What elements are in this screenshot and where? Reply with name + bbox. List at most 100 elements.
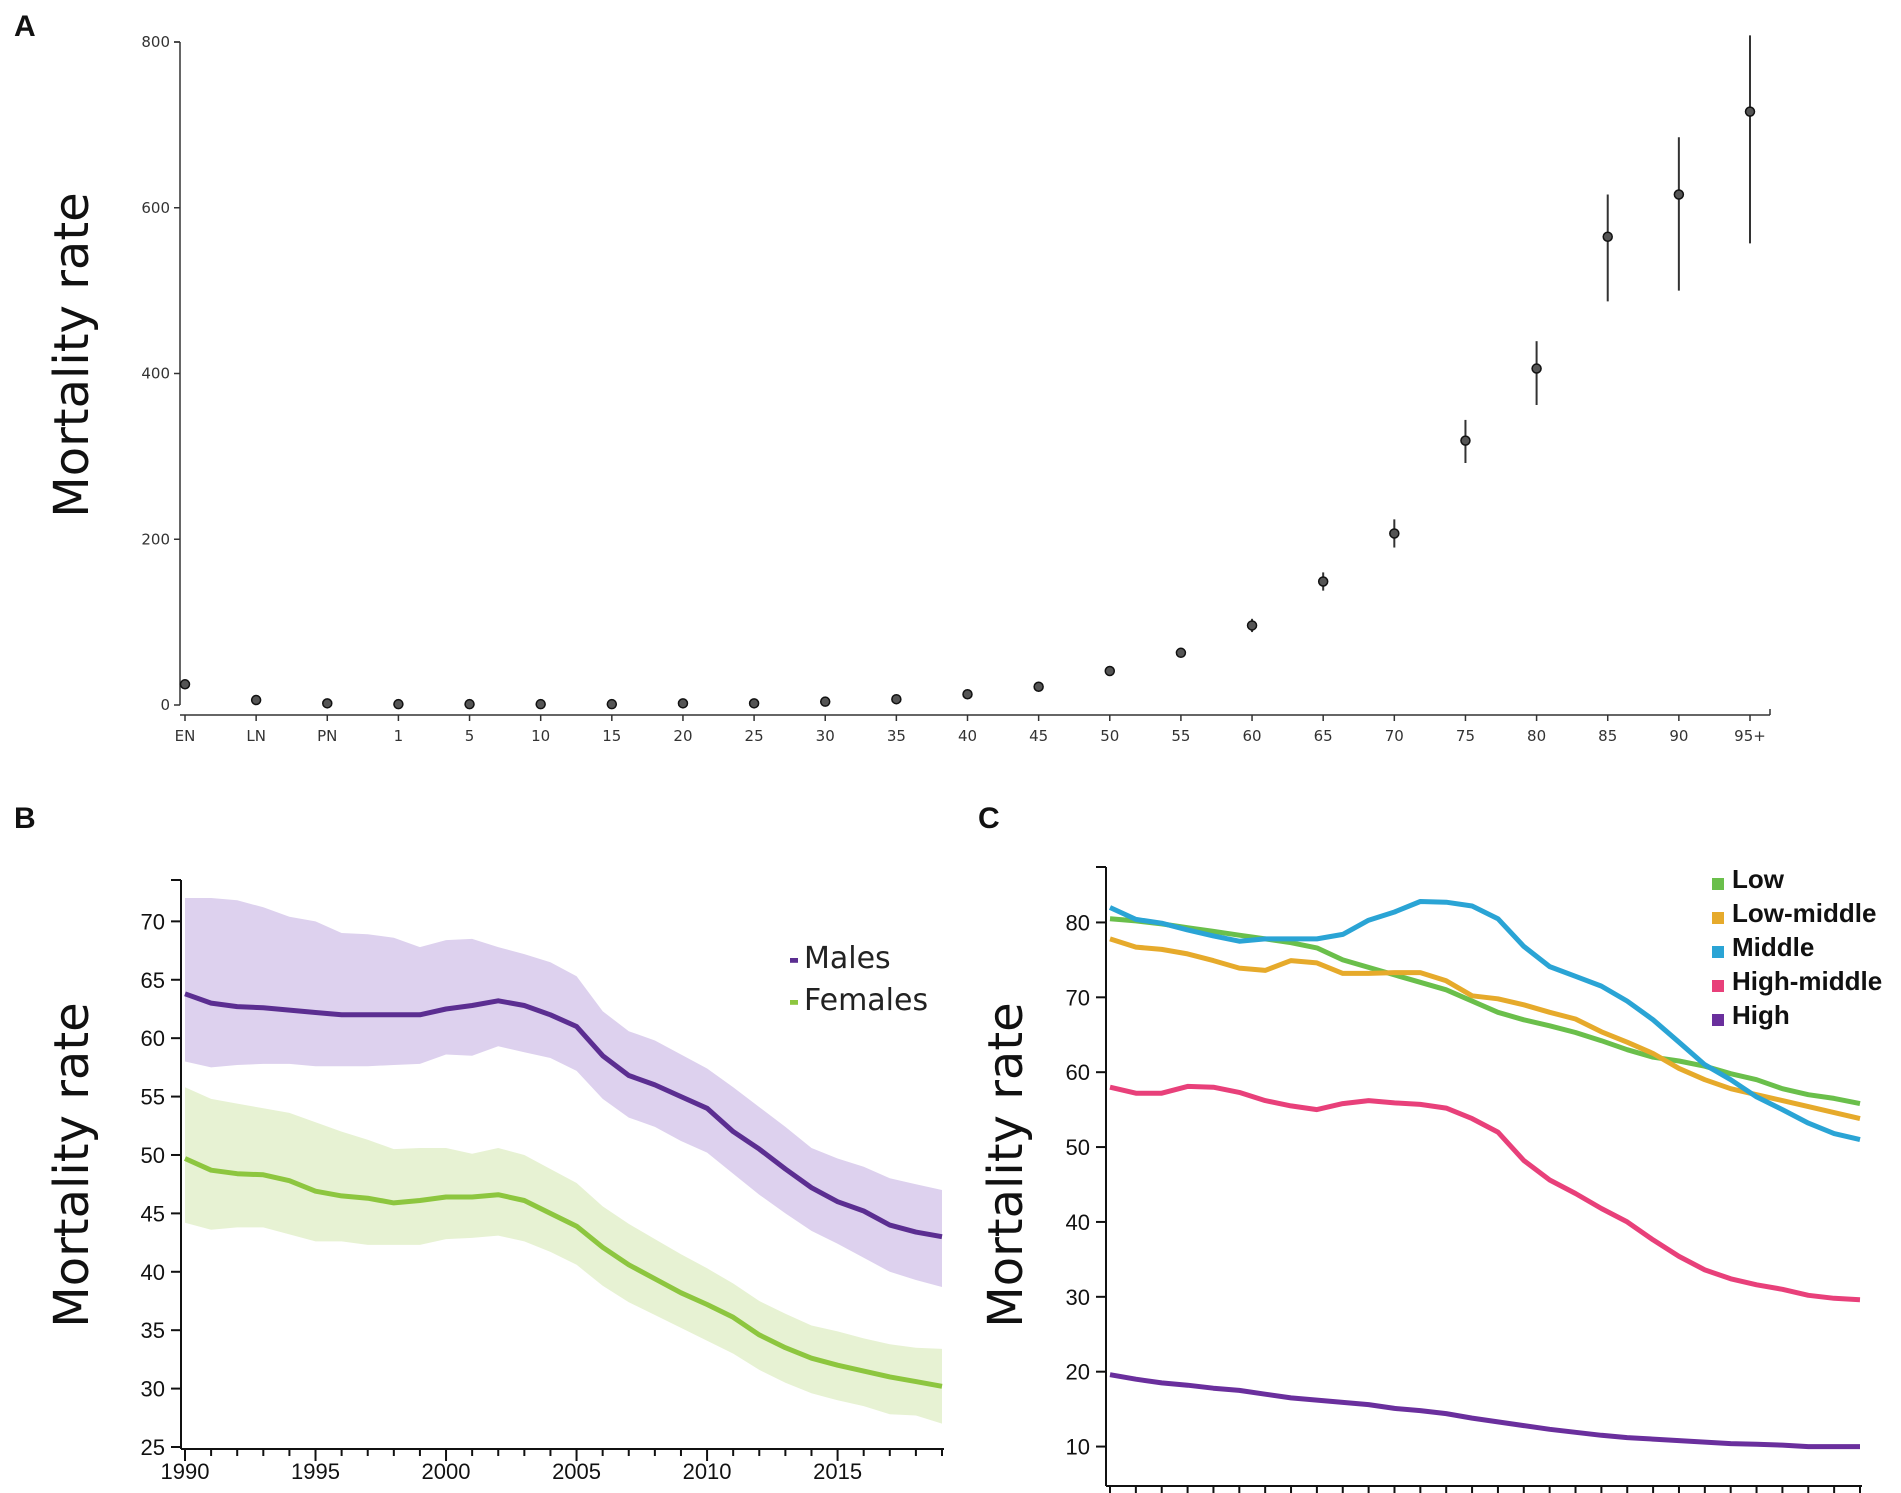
panel-a-ytick-label: 0	[160, 696, 170, 714]
panel-b-legend-label: Females	[804, 983, 928, 1018]
panel-c-line-low	[1109, 916, 1861, 1107]
panel-c-line-middle	[1108, 899, 1861, 1143]
panel-a-point	[1104, 665, 1116, 677]
panel-a-point	[677, 698, 689, 709]
panel-a-point	[464, 698, 475, 710]
panel-a-ytick-label: 400	[141, 365, 170, 383]
panel-a-xtick-label: 85	[1598, 727, 1617, 745]
panel-c-line-high-middle	[1109, 1083, 1861, 1303]
panel-b-legend-swatch	[790, 958, 798, 963]
panel-b-ytick-label: 35	[141, 1318, 165, 1343]
panel-c-legend-label: High-middle	[1732, 966, 1882, 996]
panel-b-legend-label: Males	[804, 941, 891, 976]
panel-a-xtick-label: 5	[465, 727, 475, 745]
panel-c-chart: Mortality rate 1020304050607080199019952…	[978, 864, 1882, 1493]
panel-a-point	[250, 694, 262, 706]
panel-b-ylabel: Mortality rate	[44, 1002, 100, 1327]
panel-a-ytick-label: 600	[141, 199, 170, 217]
panel-b-ytick-label: 70	[141, 909, 165, 934]
panel-a-xtick-label: 80	[1527, 727, 1546, 745]
panel-a-xtick-label: 25	[745, 727, 764, 745]
panel-a-point	[819, 696, 831, 707]
panel-b-line-males	[184, 991, 943, 1240]
panel-c-legend-swatch	[1712, 1014, 1724, 1026]
panel-b-ytick-label: 60	[141, 1026, 165, 1051]
panel-c-ylabel: Mortality rate	[978, 1002, 1034, 1327]
panel-c-legend-label: Low	[1732, 864, 1785, 894]
panel-a-xtick-label: 75	[1456, 727, 1475, 745]
panel-c-ytick-label: 40	[1066, 1210, 1090, 1235]
panel-a-xtick-label: 65	[1314, 727, 1333, 745]
panel-a-point	[1460, 435, 1471, 446]
panel-a-point	[179, 679, 191, 690]
panel-c-ytick-label: 10	[1066, 1435, 1090, 1460]
panel-a-xtick-label: 90	[1669, 727, 1688, 745]
panel-a-point	[748, 698, 760, 709]
panel-a-point	[1744, 106, 1756, 117]
panel-c-legend-swatch	[1712, 946, 1724, 958]
panel-label-c: C	[978, 802, 1000, 835]
panel-c-legend-label: Middle	[1732, 932, 1814, 962]
panel-a-xtick-label: 30	[816, 727, 835, 745]
panel-b-ytick-label: 25	[141, 1435, 165, 1460]
panel-a-xtick-label: 20	[673, 727, 692, 745]
panel-b-line-females	[183, 1156, 943, 1389]
panel-b-ytick-label: 55	[141, 1085, 165, 1110]
panel-a-xtick-label: 50	[1100, 727, 1119, 745]
panel-c-legend-label: Low-middle	[1732, 898, 1876, 928]
panel-a-point	[1033, 681, 1044, 693]
panel-a-xtick-label: 1	[394, 727, 404, 745]
panel-a-xtick-label: 40	[958, 727, 977, 745]
panel-a-ytick-label: 800	[141, 33, 170, 51]
panel-label-a: A	[14, 10, 36, 43]
panel-a-xtick-label: LN	[246, 727, 266, 745]
panel-c-ytick-label: 30	[1066, 1285, 1090, 1310]
panel-a-point	[891, 693, 902, 705]
panel-a-point	[962, 688, 973, 700]
panel-a-point	[1246, 620, 1258, 631]
panel-a-xtick-label: 35	[887, 727, 906, 745]
panel-a-xtick-label: 55	[1171, 727, 1190, 745]
panel-b-ytick-label: 30	[141, 1377, 165, 1402]
panel-a-xtick-label: 10	[531, 727, 550, 745]
panel-a-point	[535, 698, 546, 710]
panel-b-xtick-label: 2015	[813, 1459, 862, 1484]
panel-c-line-high	[1109, 1372, 1860, 1450]
panel-a-point	[1673, 189, 1685, 200]
panel-b-band-females	[185, 1087, 942, 1424]
panel-c-legend-swatch	[1712, 878, 1724, 890]
panel-b-ytick-label: 50	[141, 1143, 165, 1168]
panel-c-ytick-label: 70	[1066, 985, 1090, 1010]
panel-a-xtick-label: 95+	[1734, 727, 1766, 745]
panel-a-xtick-label: PN	[317, 727, 337, 745]
panel-b-ytick-label: 45	[141, 1201, 165, 1226]
panel-a-point	[1531, 363, 1542, 374]
panel-c-ytick-label: 60	[1066, 1060, 1090, 1085]
panel-a-point	[1175, 647, 1187, 659]
panel-b-xtick-label: 2005	[552, 1459, 601, 1484]
panel-c-ytick-label: 20	[1066, 1360, 1090, 1385]
panel-a-point	[1317, 576, 1329, 587]
panel-a-xtick-label: 70	[1385, 727, 1404, 745]
panel-c-ytick-label: 80	[1066, 910, 1090, 935]
panel-b-band-males	[185, 898, 942, 1287]
panel-a-xtick-label: 15	[602, 727, 621, 745]
panel-c-legend-swatch	[1712, 912, 1724, 924]
panel-a-xtick-label: 60	[1242, 727, 1261, 745]
panel-c-line-low-middle	[1109, 936, 1861, 1122]
panel-b-legend-swatch	[790, 1000, 798, 1005]
panel-a-point	[606, 698, 618, 710]
panel-a-xtick-label: EN	[175, 727, 196, 745]
panel-label-b: B	[14, 802, 36, 835]
panel-b-ytick-label: 65	[141, 968, 165, 993]
panel-a-point	[1602, 231, 1613, 243]
panel-c-legend-label: High	[1732, 1000, 1790, 1030]
panel-c-legend-swatch	[1712, 980, 1724, 992]
panel-b-xtick-label: 1995	[291, 1459, 340, 1484]
panel-a-point	[393, 698, 404, 710]
panel-b-chart: Mortality rate 25 30 35 40 45 50 55 60 65 70 1990 1…	[44, 879, 944, 1484]
panel-b-xtick-label: 1990	[161, 1459, 210, 1484]
panel-b-ytick-label: 40	[141, 1260, 165, 1285]
panel-a-ylabel: Mortality rate	[44, 192, 100, 517]
